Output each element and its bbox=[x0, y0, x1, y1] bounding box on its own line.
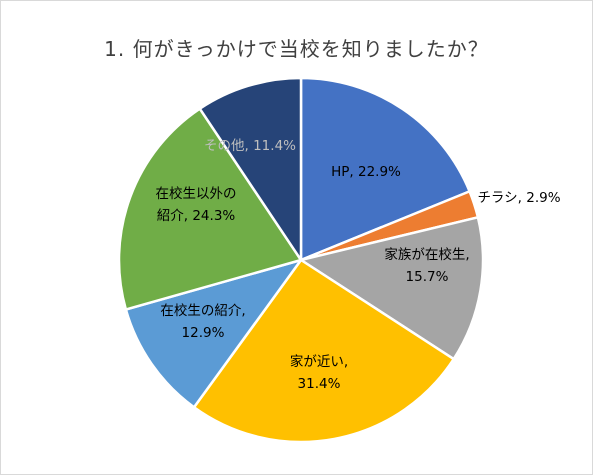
slice-label-line: 家族が在校生, bbox=[384, 246, 469, 263]
slice-label-line: 家が近い, bbox=[290, 353, 348, 370]
slice-label-1: チラシ, 2.9% bbox=[477, 190, 560, 206]
slice-label-5: 在校生以外の紹介, 24.3% bbox=[156, 185, 237, 224]
slice-label-line: 31.4% bbox=[298, 376, 341, 392]
slice-label-line: チラシ, 2.9% bbox=[477, 190, 560, 206]
pie-slice-6 bbox=[198, 76, 303, 262]
slice-label-line: 紹介, 24.3% bbox=[157, 208, 236, 224]
slice-label-line: 在校生の紹介, bbox=[160, 302, 245, 319]
slice-label-2: 家族が在校生, 15.7% bbox=[384, 246, 469, 285]
slice-label-0: HP, 22.9% bbox=[331, 164, 401, 180]
pie-slice-5 bbox=[117, 107, 303, 311]
slice-label-3: 家が近い, 31.4% bbox=[290, 353, 348, 392]
pie-slice-4 bbox=[124, 258, 303, 409]
pie-slice-0 bbox=[299, 76, 471, 262]
pie-slice-3 bbox=[192, 258, 455, 444]
slice-label-line: その他, 11.4% bbox=[204, 138, 296, 154]
slice-label-line: 12.9% bbox=[182, 325, 225, 341]
slice-label-4: 在校生の紹介, 12.9% bbox=[160, 302, 245, 341]
slice-label-line: 15.7% bbox=[406, 269, 449, 285]
slice-label-line: 在校生以外の bbox=[156, 185, 237, 202]
pie-slice-2 bbox=[299, 216, 485, 361]
chart-title: 1. 何がきっかけで当校を知りましたか？ bbox=[104, 37, 489, 61]
slice-label-line: HP, 22.9% bbox=[331, 164, 401, 180]
slice-label-6: その他, 11.4% bbox=[204, 138, 296, 154]
